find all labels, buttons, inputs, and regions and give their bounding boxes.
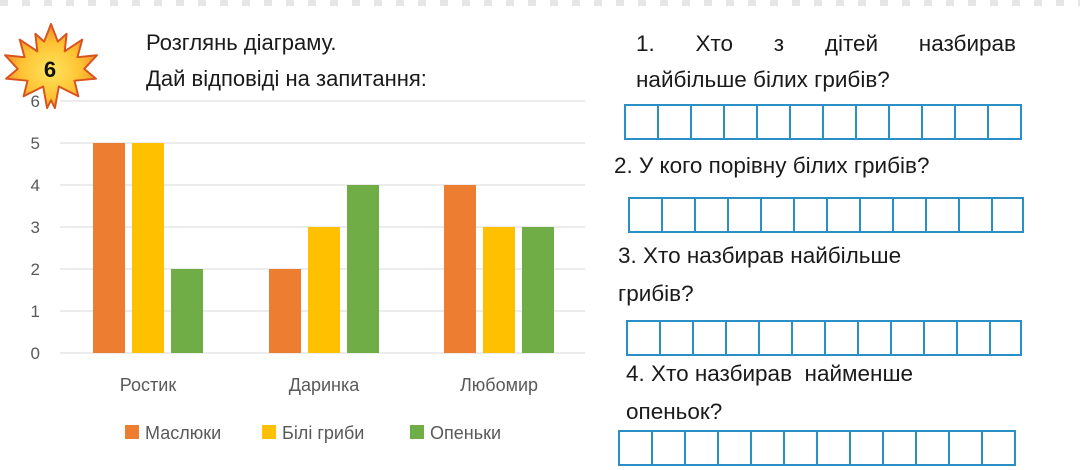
task-number: 6 xyxy=(43,57,57,82)
legend-label: Опеньки xyxy=(430,423,501,443)
question-2-line-1: 2. У кого порівну білих грибів? xyxy=(614,153,930,178)
y-tick-label: 4 xyxy=(31,176,40,195)
question-1-line-1: 1. Хто з дітей назбирав xyxy=(636,31,1016,56)
instruction-line-2: Дай відповіді на запитання: xyxy=(146,66,427,91)
bar-1-3 xyxy=(444,185,476,353)
bar-3-3 xyxy=(522,227,554,353)
question-1-line-2: найбільше білих грибів? xyxy=(636,67,890,92)
legend-swatch xyxy=(410,425,424,439)
bar-2-2 xyxy=(308,227,340,353)
question-4-line-1: 4. Хто назбирав найменше xyxy=(626,361,914,386)
top-dashed-border xyxy=(0,0,1080,6)
bar-3-1 xyxy=(171,269,203,353)
bar-1-1 xyxy=(93,143,125,353)
y-tick-label: 0 xyxy=(31,344,40,363)
bar-3-2 xyxy=(347,185,379,353)
answer-grid-4[interactable] xyxy=(618,430,1016,466)
answer-grid-2[interactable] xyxy=(628,197,1024,233)
y-tick-label: 2 xyxy=(31,260,40,279)
answer-grid-1[interactable] xyxy=(624,104,1022,140)
instruction-line-1: Розглянь діаграму. xyxy=(146,30,337,55)
question-3-line-2: грибів? xyxy=(618,281,694,306)
legend-label: Білі гриби xyxy=(282,423,364,443)
bar-2-3 xyxy=(483,227,515,353)
y-tick-label: 1 xyxy=(31,302,40,321)
y-tick-label: 3 xyxy=(31,218,40,237)
x-tick-label: Любомир xyxy=(460,375,538,395)
y-tick-label: 5 xyxy=(31,134,40,153)
bar-2-1 xyxy=(132,143,164,353)
legend-swatch xyxy=(262,425,276,439)
maple-leaf-icon xyxy=(4,22,98,110)
y-tick-label: 6 xyxy=(31,92,40,111)
legend-swatch xyxy=(125,425,139,439)
x-tick-label: Ростик xyxy=(120,375,177,395)
x-tick-label: Даринка xyxy=(289,375,360,395)
question-4-line-2: опеньок? xyxy=(626,399,723,424)
answer-grid-3[interactable] xyxy=(626,320,1022,356)
question-3-line-1: 3. Хто назбирав найбільше xyxy=(618,243,902,268)
legend-label: Маслюки xyxy=(145,423,221,443)
bar-chart: 0 1 2 3 4 5 6 Ростик Даринка Любомир Маслюки Білі г… xyxy=(31,92,585,443)
bar-1-2 xyxy=(269,269,301,353)
